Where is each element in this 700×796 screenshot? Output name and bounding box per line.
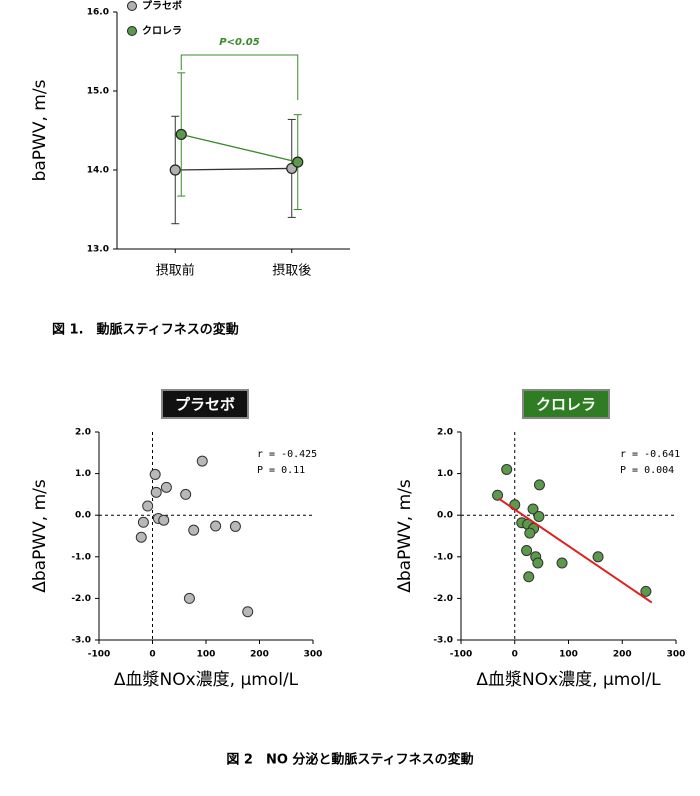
stat-annotation: r = -0.641 [620, 449, 680, 460]
legend-label: プラセボ [142, 0, 182, 12]
significance-bracket [180, 54, 299, 100]
x-tick-label: -100 [450, 650, 473, 660]
y-axis-title: baPWV, m/s [30, 79, 50, 181]
data-point [135, 531, 147, 543]
caption: 図 2 NO 分泌と動脈スティフネスの変動 [226, 752, 473, 768]
data-point [501, 463, 513, 475]
y-tick-label: -1.0 [71, 552, 91, 562]
data-point [523, 571, 535, 583]
data-point [532, 557, 544, 569]
y-tick-label: 0.0 [75, 511, 91, 521]
data-point [592, 551, 604, 563]
y-axis-title: ΔbaPWV, m/s [395, 479, 415, 593]
series-line [181, 133, 298, 163]
data-point [188, 524, 200, 536]
y-tick-label: 1.0 [437, 469, 453, 479]
y-tick-label: 14.0 [87, 166, 109, 176]
stat-annotation: P = 0.11 [257, 465, 305, 476]
data-point [196, 455, 208, 467]
data-point [229, 520, 241, 532]
y-tick-label: 16.0 [87, 8, 109, 18]
x-tick-label: 100 [559, 650, 578, 660]
x-tick-label: 摂取前 [156, 263, 195, 279]
data-point [180, 488, 192, 500]
y-tick-label: 13.0 [87, 245, 109, 255]
data-point [142, 500, 154, 512]
y-tick-label: -1.0 [433, 552, 453, 562]
data-point [175, 128, 187, 141]
y-tick-label: 2.0 [437, 428, 453, 438]
y-tick-label: -2.0 [71, 594, 91, 604]
y-tick-label: -3.0 [433, 636, 453, 646]
y-tick-label: -2.0 [433, 594, 453, 604]
data-point [556, 557, 568, 569]
data-point [150, 486, 162, 498]
x-tick-label: 0 [512, 650, 518, 660]
legend-marker [127, 26, 137, 36]
data-point [210, 520, 222, 532]
x-tick-label: -100 [88, 650, 111, 660]
x-tick-label: 200 [613, 650, 632, 660]
title-box [522, 389, 610, 419]
legend-label: クロレラ [142, 25, 182, 37]
y-tick-label: 1.0 [75, 469, 91, 479]
data-point [533, 510, 545, 522]
y-tick-label: 2.0 [75, 428, 91, 438]
y-tick-label: 0.0 [437, 511, 453, 521]
legend-marker [127, 1, 137, 11]
y-tick-label: 15.0 [87, 87, 109, 97]
x-tick-label: 200 [250, 650, 269, 660]
stat-annotation: P = 0.004 [620, 465, 674, 476]
x-tick-label: 摂取後 [272, 263, 311, 279]
data-point [292, 156, 304, 168]
chart-title: クロレラ [536, 396, 596, 414]
data-point [492, 489, 504, 501]
significance-label: P<0.05 [219, 37, 259, 48]
data-point [533, 479, 545, 491]
stat-annotation: r = -0.425 [257, 449, 317, 460]
data-point [137, 516, 149, 528]
data-point [169, 164, 181, 176]
data-point [524, 527, 536, 539]
data-point [527, 503, 539, 515]
data-point [160, 481, 172, 493]
x-tick-label: 300 [304, 650, 323, 660]
y-axis-title: ΔbaPWV, m/s [30, 479, 50, 593]
data-point [640, 585, 652, 597]
data-point [158, 514, 170, 526]
series-line [175, 167, 292, 171]
data-point [183, 592, 195, 604]
chart-title: プラセボ [175, 396, 235, 414]
regression-line [498, 497, 653, 604]
y-tick-label: -3.0 [71, 636, 91, 646]
x-tick-label: 0 [149, 650, 155, 660]
data-point [149, 468, 161, 480]
x-tick-label: 100 [197, 650, 216, 660]
data-point [521, 545, 533, 557]
data-point [242, 606, 254, 618]
x-tick-label: 300 [667, 650, 686, 660]
title-box [161, 389, 249, 419]
caption: 図 1. 動脈スティフネスの変動 [52, 322, 239, 338]
x-axis-title: Δ血漿NOx濃度, μmol/L [114, 670, 299, 690]
x-axis-title: Δ血漿NOx濃度, μmol/L [476, 670, 661, 690]
